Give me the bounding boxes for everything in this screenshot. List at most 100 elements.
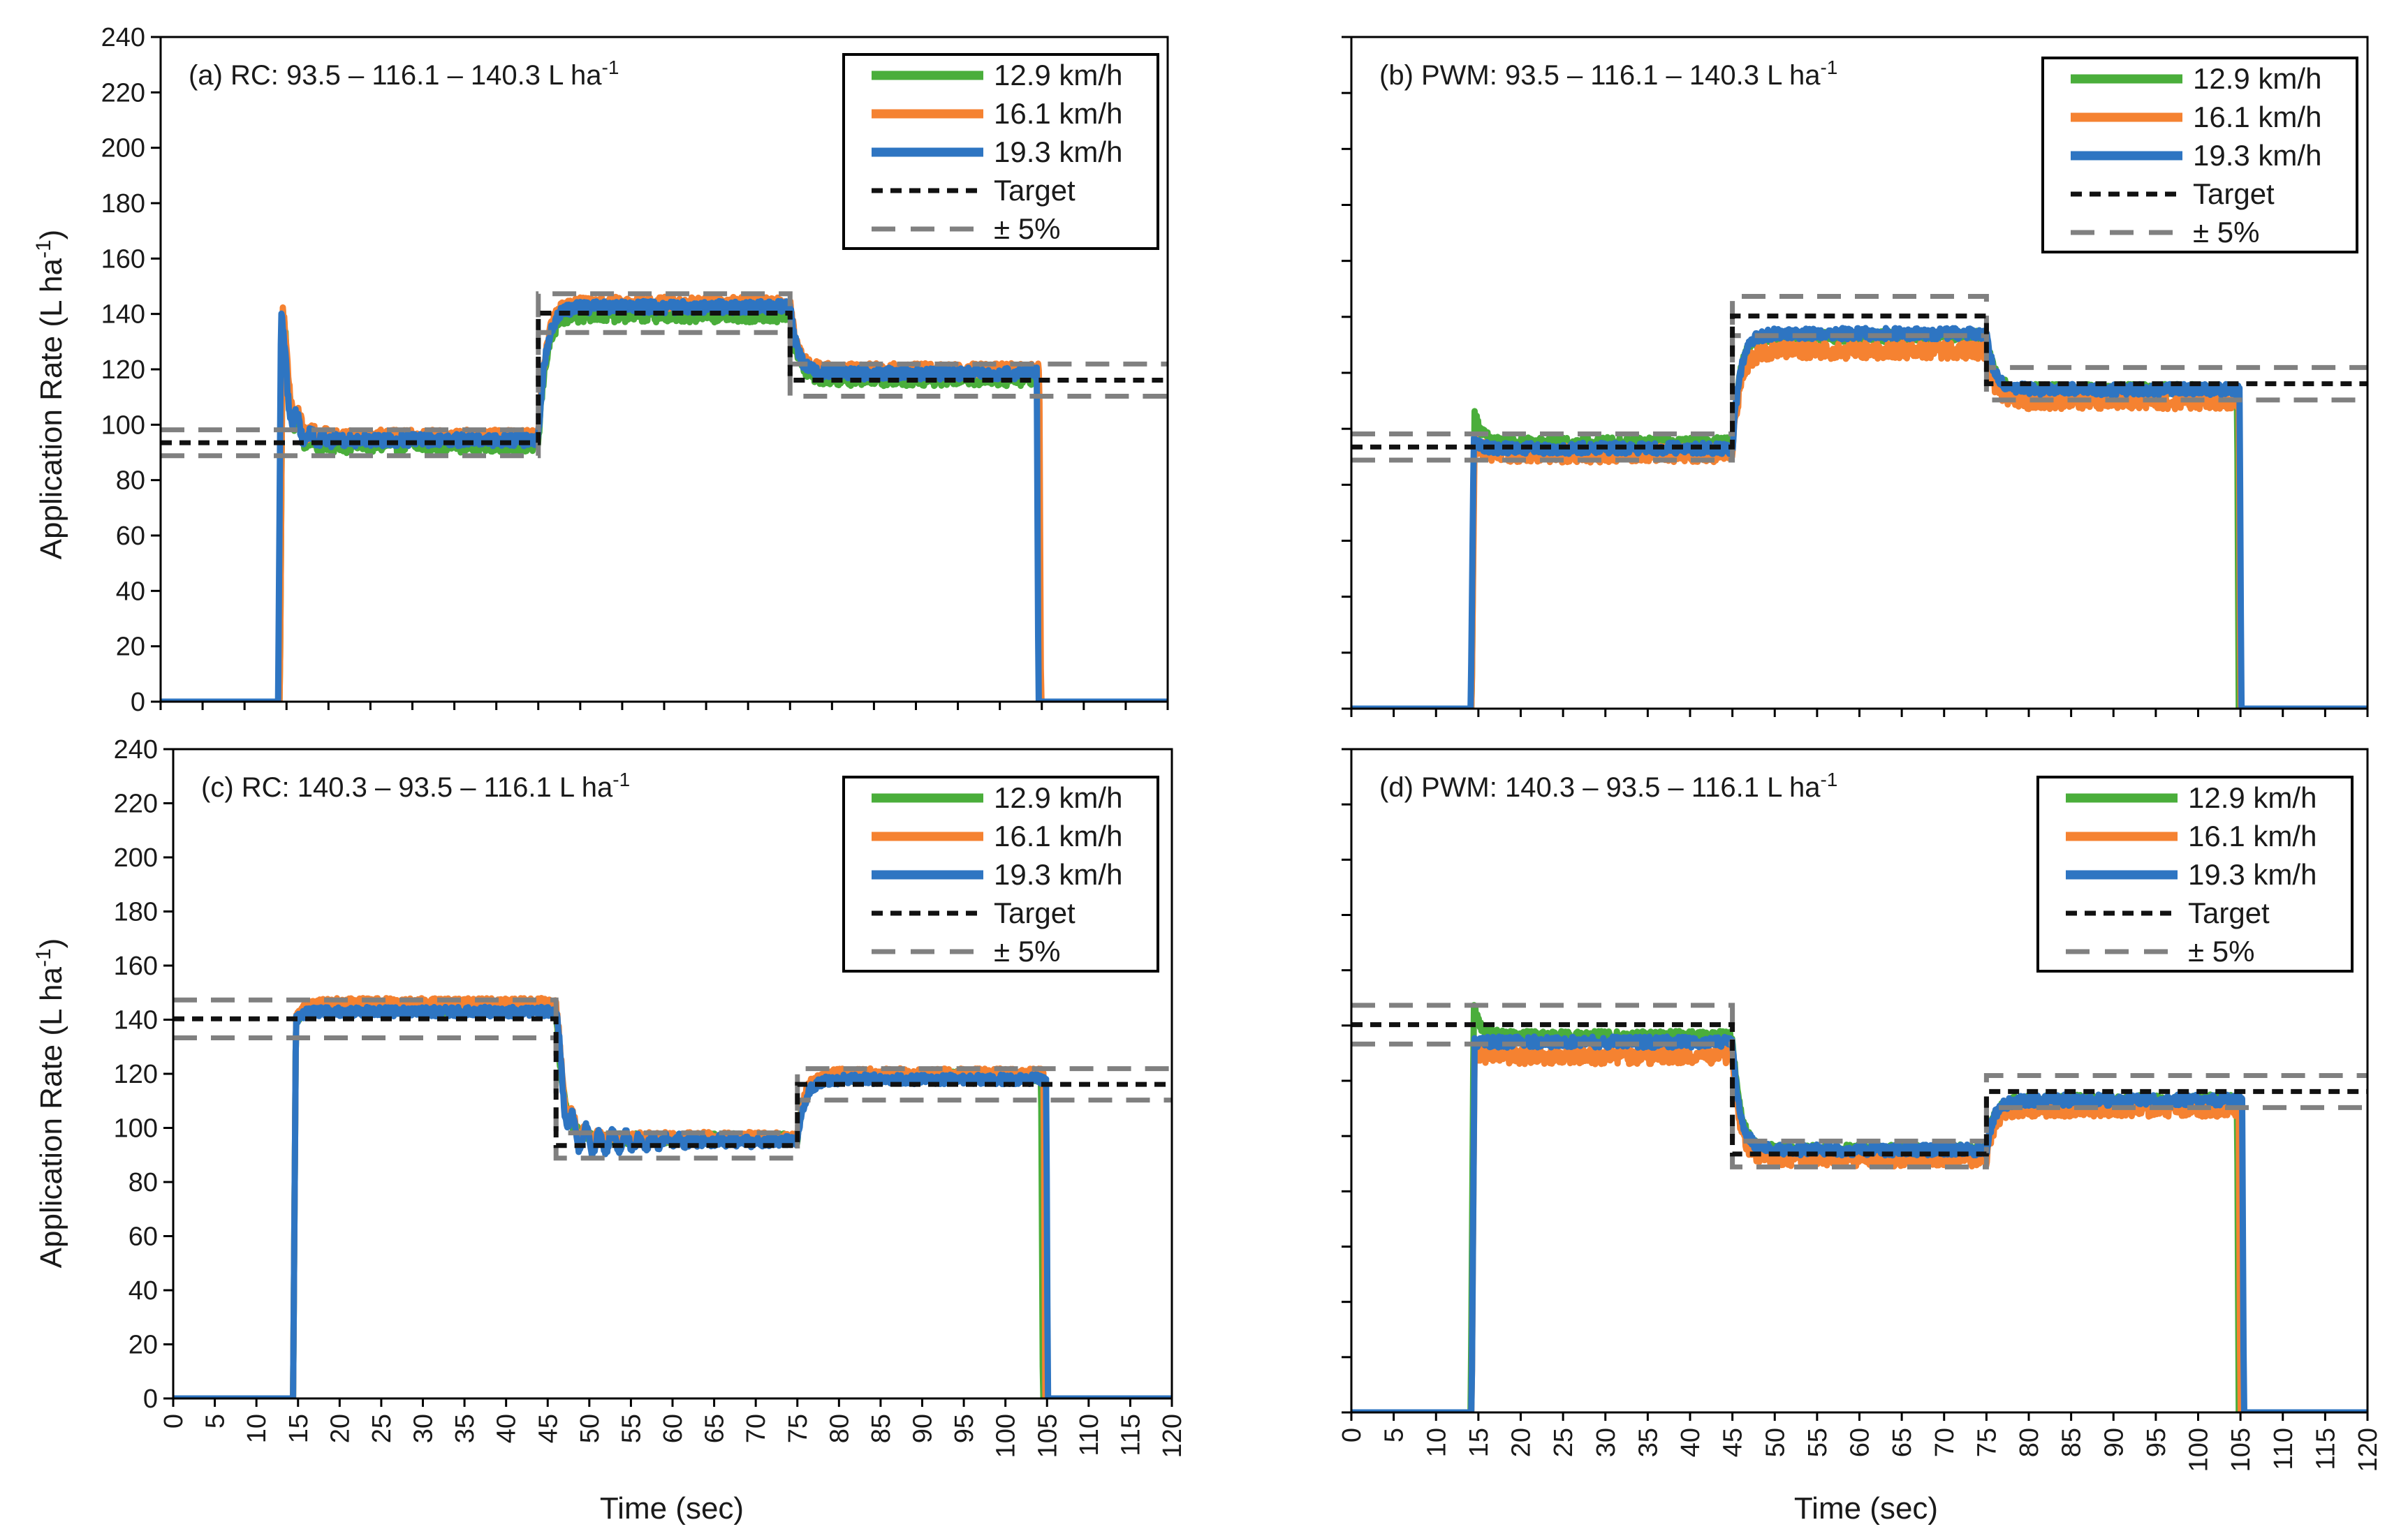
x-tick-label-d-4: 20	[1507, 1428, 1536, 1457]
series-line-b-2	[1351, 325, 2367, 709]
y-tick-label-a-7: 140	[101, 300, 145, 330]
panel-b: (b) PWM: 93.5 – 116.1 – 140.3 L ha-1 12.9…	[1342, 36, 2369, 717]
plot-area-b	[1351, 294, 2367, 709]
legend-label-a-1: 16.1 km/h	[994, 97, 1122, 130]
x-tick-label-c-9: 45	[534, 1414, 563, 1443]
y-tick-label-c-0: 0	[143, 1384, 158, 1414]
x-tick-label-d-17: 85	[2057, 1428, 2087, 1457]
legend-b: 12.9 km/h 16.1 km/h 19.3 km/h Target ± 5%	[2041, 57, 2358, 253]
legend-label-d-2: 19.3 km/h	[2188, 858, 2317, 891]
panel-title-d: (d) PWM: 140.3 – 93.5 – 116.1 L ha-1	[1379, 769, 1837, 804]
plot-border-d	[1350, 748, 2369, 1414]
y-axis-title-gap-2	[34, 1036, 68, 1044]
legend-label-b-3: Target	[2193, 177, 2275, 210]
band-upper-d	[1351, 1003, 2367, 1144]
x-tick-label-c-3: 15	[284, 1414, 314, 1443]
target-line-a	[161, 311, 1168, 445]
panel-title-text-a: (a) RC: 93.5 – 116.1 – 140.3 L ha	[189, 60, 602, 91]
panel-a: 0 20 40 60 80 100 120 140 160 180 200 220 240 (a) RC:…	[101, 23, 1169, 717]
x-axis-title-left: Time (sec)	[600, 1491, 744, 1526]
y-axis-title-close: )	[34, 230, 68, 240]
x-tick-label-c-11: 55	[617, 1414, 646, 1443]
x-tick-label-d-5: 25	[1549, 1428, 1578, 1457]
legend-label-b-1: 16.1 km/h	[2193, 101, 2321, 133]
x-tick-label-c-21: 105	[1033, 1414, 1062, 1458]
plot-area-c	[173, 995, 1172, 1398]
x-tick-label-c-16: 80	[825, 1414, 854, 1443]
target-line-b	[1351, 313, 2367, 450]
panel-title-c: (c) RC: 140.3 – 93.5 – 116.1 L ha-1	[201, 769, 630, 804]
y-tick-label-a-1: 20	[116, 633, 145, 662]
plot-border-c	[172, 748, 1173, 1400]
legend-label-b-2: 19.3 km/h	[2193, 139, 2321, 172]
legend-c: 12.9 km/h 16.1 km/h 19.3 km/h Target ± 5%	[842, 776, 1159, 973]
legend-label-a-0: 12.9 km/h	[994, 59, 1122, 91]
legend-label-a-4: ± 5%	[994, 212, 1060, 245]
target-line-c	[173, 1016, 1172, 1149]
plot-area-d	[1351, 1002, 2367, 1412]
x-tick-label-d-18: 90	[2099, 1428, 2129, 1457]
target-line-d	[1351, 1022, 2367, 1157]
y-tick-label-a-0: 0	[131, 688, 145, 717]
band-lower-b	[1351, 333, 2367, 463]
panel-title-a: (a) RC: 93.5 – 116.1 – 140.3 L ha-1	[189, 57, 619, 91]
y-tick-label-c-10: 200	[114, 843, 158, 873]
x-tick-label-c-14: 70	[742, 1414, 771, 1443]
legend-label-c-0: 12.9 km/h	[994, 781, 1122, 814]
band-upper-b	[1351, 294, 2367, 436]
x-axis-title-right: Time (sec)	[1794, 1491, 1938, 1526]
series-line-a-1	[161, 293, 1168, 702]
y-axis-title-top: Application Rate (L ha-1)	[32, 230, 69, 560]
y-tick-label-a-2: 40	[116, 577, 145, 606]
y-axis-title-unit: (L ha	[34, 258, 68, 327]
legend-label-c-1: 16.1 km/h	[994, 820, 1122, 852]
x-tick-label-c-8: 40	[492, 1414, 522, 1443]
plot-area-a	[161, 291, 1168, 702]
plot-border-b	[1350, 36, 2369, 710]
panel-title-sup-a: -1	[602, 57, 619, 78]
x-tick-label-d-8: 40	[1676, 1428, 1705, 1457]
legend-label-b-0: 12.9 km/h	[2193, 62, 2321, 95]
y-tick-label-a-5: 100	[101, 411, 145, 440]
panel-title-sup-d: -1	[1820, 769, 1837, 790]
x-tick-label-c-0: 0	[159, 1414, 189, 1428]
x-tick-label-c-24: 120	[1158, 1414, 1187, 1458]
y-tick-label-a-11: 220	[101, 78, 145, 108]
x-tick-label-c-22: 110	[1075, 1414, 1104, 1456]
y-axis-title-sup-2: -1	[32, 948, 55, 967]
x-tick-label-c-10: 50	[575, 1414, 605, 1443]
x-tick-label-c-18: 90	[909, 1414, 938, 1443]
y-tick-label-a-8: 160	[101, 244, 145, 274]
x-tick-label-d-24: 120	[2354, 1428, 2383, 1472]
y-tick-label-c-11: 220	[114, 790, 158, 819]
y-tick-label-c-6: 120	[114, 1060, 158, 1089]
x-tick-label-d-12: 60	[1846, 1428, 1875, 1457]
panel-title-text-b: (b) PWM: 93.5 – 116.1 – 140.3 L ha	[1379, 60, 1821, 91]
x-tick-label-d-16: 80	[2015, 1428, 2044, 1457]
panel-title-sup-b: -1	[1820, 57, 1837, 78]
panel-title-text-c: (c) RC: 140.3 – 93.5 – 116.1 L ha	[201, 772, 613, 803]
y-axis-title-main: Application Rate	[34, 336, 68, 559]
panel-d: 0 5 10 15 20 25 30 35 40 45 50 55 60 65 70 75 80 85 90 95 10…	[1337, 748, 2383, 1472]
y-tick-label-a-9: 180	[101, 189, 145, 219]
band-upper-c	[173, 997, 1172, 1136]
x-tick-label-d-11: 55	[1803, 1428, 1833, 1457]
x-tick-label-d-20: 100	[2185, 1428, 2214, 1472]
legend-label-d-0: 12.9 km/h	[2188, 781, 2317, 814]
y-tick-label-a-10: 200	[101, 134, 145, 163]
legend-label-b-4: ± 5%	[2193, 216, 2259, 249]
band-upper-a	[161, 291, 1168, 433]
x-tick-label-d-22: 110	[2269, 1428, 2298, 1470]
x-tick-label-c-6: 30	[409, 1414, 439, 1443]
x-tick-label-d-9: 45	[1719, 1428, 1748, 1457]
x-tick-label-d-6: 30	[1592, 1428, 1621, 1457]
y-axis-title-bottom: Application Rate (L ha-1)	[32, 938, 69, 1269]
legend-label-a-3: Target	[994, 174, 1075, 207]
x-tick-label-c-4: 20	[325, 1414, 355, 1443]
y-tick-label-c-1: 20	[129, 1331, 158, 1360]
y-tick-label-c-9: 180	[114, 898, 158, 927]
x-tick-label-d-19: 95	[2142, 1428, 2171, 1457]
x-tick-label-d-13: 65	[1888, 1428, 1917, 1457]
x-tick-label-c-20: 100	[992, 1414, 1021, 1458]
x-tick-label-d-21: 105	[2226, 1428, 2256, 1472]
